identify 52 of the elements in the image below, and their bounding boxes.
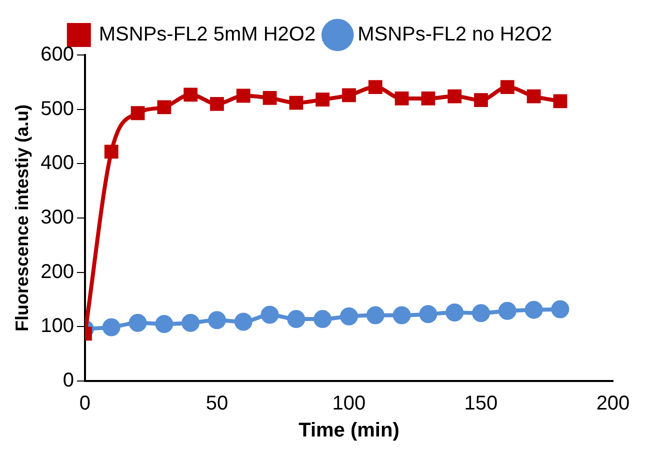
x-tick-label: 0 bbox=[79, 392, 91, 415]
point bbox=[182, 314, 200, 332]
point bbox=[500, 80, 514, 94]
point bbox=[498, 302, 516, 320]
point bbox=[157, 100, 172, 114]
point bbox=[130, 106, 145, 120]
point bbox=[551, 300, 570, 318]
point bbox=[104, 144, 118, 159]
point bbox=[553, 94, 568, 108]
y-axis-title: Fluorescence intestiy (a.u) bbox=[12, 104, 32, 332]
point bbox=[289, 96, 304, 110]
point bbox=[234, 312, 252, 331]
point bbox=[210, 96, 224, 111]
point bbox=[448, 89, 462, 104]
point bbox=[208, 311, 226, 330]
y-tick-label: 500 bbox=[40, 98, 74, 120]
legend-label: MSNPs-FL2 no H2O2 bbox=[358, 24, 552, 46]
point bbox=[526, 89, 541, 104]
point bbox=[340, 307, 358, 326]
y-tick-label: 100 bbox=[40, 315, 74, 338]
point bbox=[102, 318, 120, 336]
x-axis-title: Time (min) bbox=[298, 420, 400, 442]
y-tick-label: 200 bbox=[40, 260, 74, 283]
y-tick-label: 400 bbox=[40, 152, 74, 174]
x-tick-label: 50 bbox=[206, 392, 228, 415]
point bbox=[366, 306, 384, 324]
point bbox=[394, 92, 409, 106]
point bbox=[446, 304, 464, 322]
legend-label: MSNPs-FL2 5mM H2O2 bbox=[98, 24, 316, 46]
point bbox=[368, 80, 382, 94]
point bbox=[260, 306, 279, 324]
point bbox=[155, 314, 174, 333]
point bbox=[472, 304, 490, 322]
y-tick-label: 600 bbox=[40, 44, 74, 66]
point bbox=[474, 93, 488, 108]
point bbox=[419, 305, 438, 324]
y-tick-label: 0 bbox=[62, 370, 74, 392]
point bbox=[314, 310, 332, 328]
point bbox=[262, 90, 277, 105]
point bbox=[421, 92, 436, 106]
x-tick-label: 100 bbox=[332, 392, 366, 415]
point bbox=[287, 310, 306, 328]
x-tick-label: 150 bbox=[464, 392, 498, 415]
y-tick-label: 300 bbox=[40, 206, 74, 229]
point bbox=[316, 92, 330, 107]
point bbox=[236, 88, 250, 103]
point bbox=[128, 314, 147, 332]
point bbox=[392, 306, 411, 324]
point bbox=[524, 300, 543, 319]
x-tick-label: 200 bbox=[596, 392, 630, 415]
point bbox=[342, 88, 356, 102]
point bbox=[184, 88, 198, 102]
